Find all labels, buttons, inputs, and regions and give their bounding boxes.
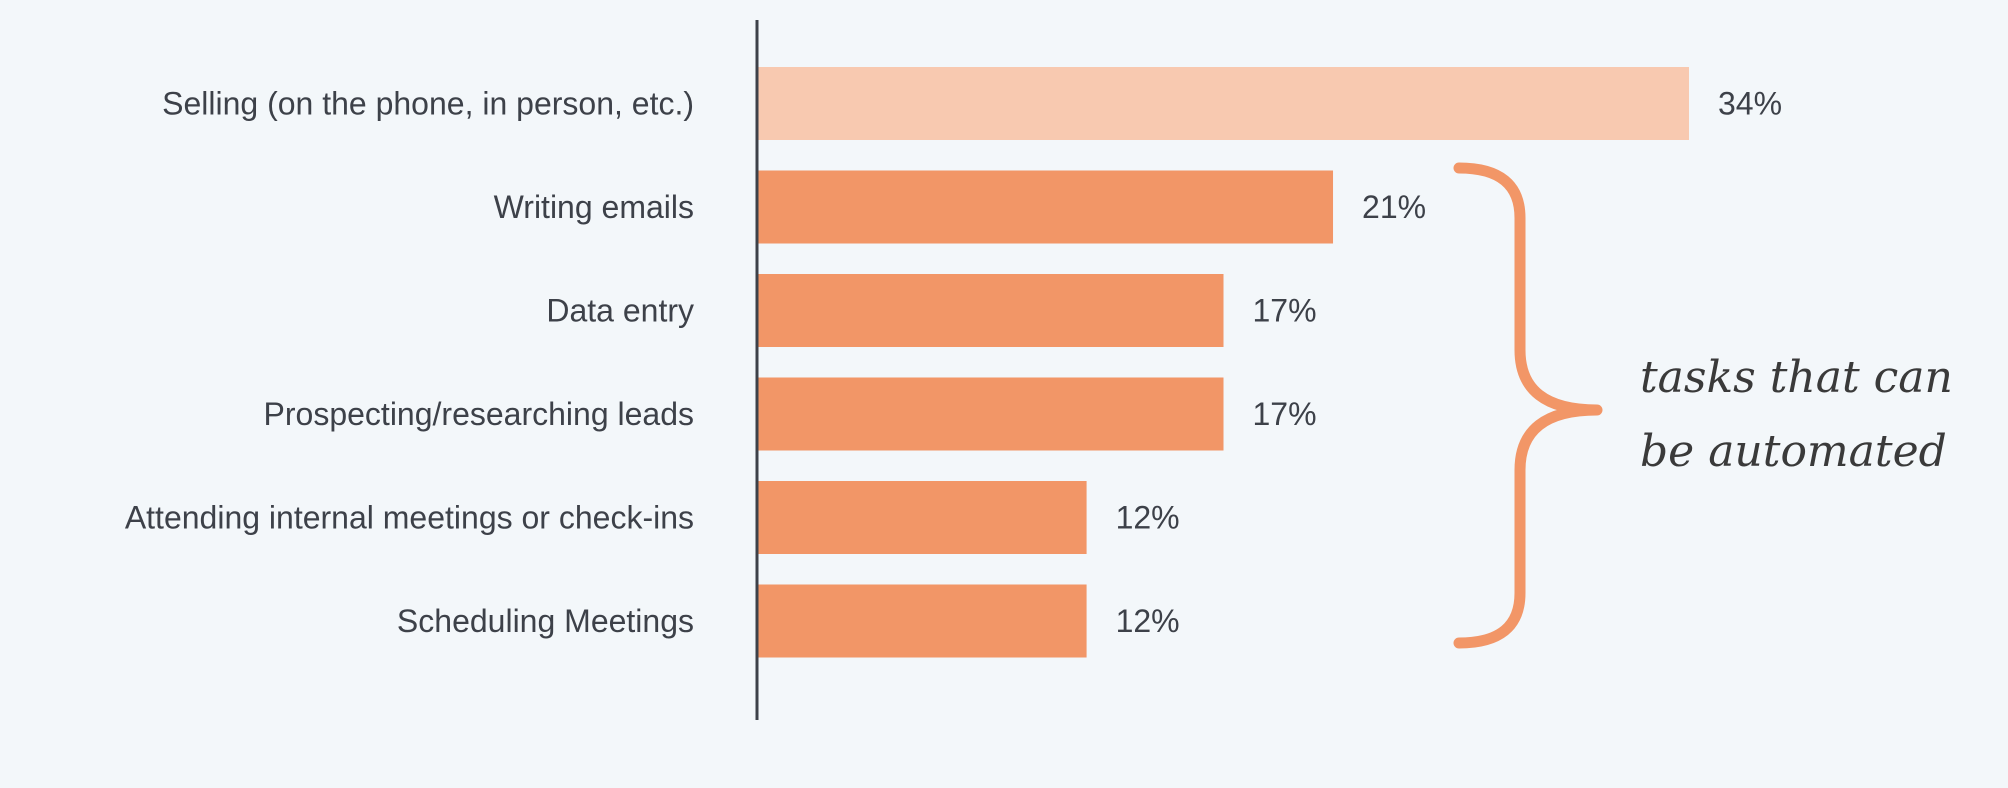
category-label-5: Scheduling Meetings bbox=[397, 603, 694, 639]
value-label-4: 12% bbox=[1116, 500, 1180, 536]
value-label-1: 21% bbox=[1362, 189, 1426, 225]
bar-0 bbox=[758, 67, 1689, 140]
value-label-5: 12% bbox=[1116, 603, 1180, 639]
category-label-0: Selling (on the phone, in person, etc.) bbox=[162, 86, 694, 122]
bars-group bbox=[758, 67, 1689, 658]
category-label-3: Prospecting/researching leads bbox=[264, 396, 694, 432]
category-label-1: Writing emails bbox=[494, 189, 694, 225]
bar-4 bbox=[758, 481, 1087, 554]
bar-3 bbox=[758, 377, 1224, 451]
curly-brace bbox=[1453, 162, 1603, 649]
category-label-4: Attending internal meetings or check-ins bbox=[125, 500, 694, 536]
annotation-line-2: be automated bbox=[1640, 426, 1947, 477]
category-labels: Selling (on the phone, in person, etc.) W… bbox=[125, 86, 694, 640]
value-labels: 34% 21% 17% 17% 12% 12% bbox=[1116, 86, 1782, 640]
bar-2 bbox=[758, 274, 1224, 347]
bar-1 bbox=[758, 170, 1334, 244]
annotation-line-1: tasks that can bbox=[1640, 352, 1953, 403]
bar-5 bbox=[758, 584, 1087, 658]
value-label-0: 34% bbox=[1718, 86, 1782, 122]
category-label-2: Data entry bbox=[546, 293, 694, 329]
value-label-3: 17% bbox=[1253, 396, 1317, 432]
value-label-2: 17% bbox=[1253, 293, 1317, 329]
